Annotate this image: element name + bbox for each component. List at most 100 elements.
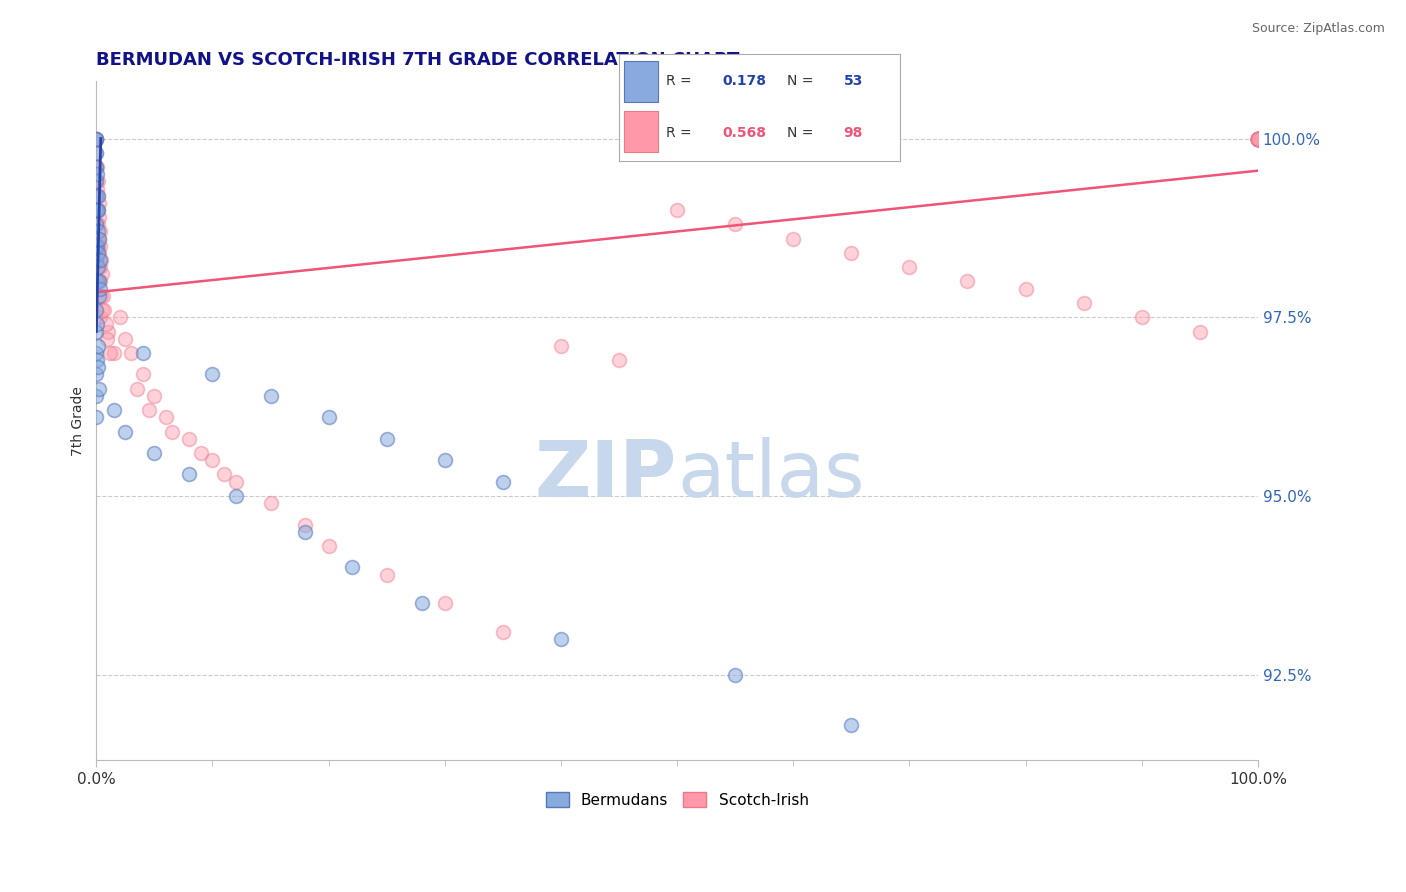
Point xyxy=(86,160,108,174)
Point xyxy=(839,246,862,260)
Point xyxy=(225,475,247,489)
Point xyxy=(1247,131,1270,145)
Point xyxy=(86,260,108,275)
Point xyxy=(86,188,108,202)
Point xyxy=(93,303,115,318)
Point xyxy=(86,389,108,403)
Point xyxy=(86,202,108,217)
Point xyxy=(89,260,111,275)
Point xyxy=(1247,131,1270,145)
Point xyxy=(86,202,108,217)
Point xyxy=(91,268,114,282)
Point xyxy=(492,475,515,489)
Point xyxy=(89,195,111,210)
Text: 0.178: 0.178 xyxy=(723,74,766,88)
Point xyxy=(91,303,114,318)
Point xyxy=(1247,131,1270,145)
Point xyxy=(1247,131,1270,145)
Point xyxy=(86,181,108,195)
Point xyxy=(87,210,110,224)
Point xyxy=(86,174,108,188)
Point xyxy=(86,339,108,353)
Point xyxy=(87,246,110,260)
Point xyxy=(87,253,110,268)
Point xyxy=(201,453,224,467)
Point xyxy=(724,217,747,231)
Point xyxy=(86,174,108,188)
Point xyxy=(1247,131,1270,145)
Point xyxy=(86,325,108,339)
Point xyxy=(340,560,363,574)
Point xyxy=(103,403,125,417)
Point xyxy=(87,360,110,375)
Bar xyxy=(624,112,658,152)
Point xyxy=(86,188,108,202)
Point xyxy=(179,467,201,482)
Point xyxy=(1014,282,1036,296)
Point xyxy=(87,231,110,245)
Point xyxy=(225,489,247,503)
Point xyxy=(86,318,108,332)
Point xyxy=(190,446,212,460)
Point xyxy=(318,539,340,553)
Point xyxy=(89,310,111,325)
Y-axis label: 7th Grade: 7th Grade xyxy=(72,386,86,456)
Point xyxy=(492,624,515,639)
Point xyxy=(375,432,398,446)
Text: R =: R = xyxy=(666,74,696,88)
Point xyxy=(103,346,125,360)
Point xyxy=(86,238,108,252)
Point xyxy=(1247,131,1270,145)
Point xyxy=(89,275,111,289)
Point xyxy=(839,717,862,731)
Point xyxy=(86,353,108,368)
Point xyxy=(86,368,108,382)
Point xyxy=(1247,131,1270,145)
Point xyxy=(607,353,630,368)
Point xyxy=(125,382,148,396)
Point xyxy=(155,410,177,425)
Legend: Bermudans, Scotch-Irish: Bermudans, Scotch-Irish xyxy=(540,786,814,814)
Point xyxy=(1130,310,1153,325)
Point xyxy=(108,310,131,325)
Point xyxy=(86,160,108,174)
Point xyxy=(1247,131,1270,145)
Point xyxy=(97,325,120,339)
Point xyxy=(1247,131,1270,145)
Point xyxy=(1247,131,1270,145)
Point xyxy=(86,174,108,188)
Point xyxy=(86,410,108,425)
Text: BERMUDAN VS SCOTCH-IRISH 7TH GRADE CORRELATION CHART: BERMUDAN VS SCOTCH-IRISH 7TH GRADE CORRE… xyxy=(97,51,740,69)
Text: N =: N = xyxy=(787,74,818,88)
Point xyxy=(179,432,201,446)
Point xyxy=(956,275,979,289)
Point xyxy=(1247,131,1270,145)
Point xyxy=(86,275,108,289)
Point xyxy=(1073,296,1095,310)
Point xyxy=(1247,131,1270,145)
Point xyxy=(86,217,108,231)
Point xyxy=(90,289,112,303)
Point xyxy=(120,346,142,360)
Point xyxy=(782,231,804,245)
Point xyxy=(87,382,110,396)
Point xyxy=(86,131,108,145)
Point xyxy=(87,246,110,260)
Point xyxy=(724,667,747,681)
Point xyxy=(132,368,155,382)
Point xyxy=(550,632,572,646)
Point xyxy=(138,403,160,417)
Point xyxy=(143,446,166,460)
Bar xyxy=(624,61,658,102)
Point xyxy=(86,346,108,360)
Point xyxy=(160,425,183,439)
Point xyxy=(86,217,108,231)
Text: Source: ZipAtlas.com: Source: ZipAtlas.com xyxy=(1251,22,1385,36)
Point xyxy=(1247,131,1270,145)
Point xyxy=(86,160,108,174)
Point xyxy=(86,238,108,252)
Point xyxy=(86,145,108,160)
Point xyxy=(86,224,108,238)
Point xyxy=(1247,131,1270,145)
Text: 98: 98 xyxy=(844,126,863,140)
